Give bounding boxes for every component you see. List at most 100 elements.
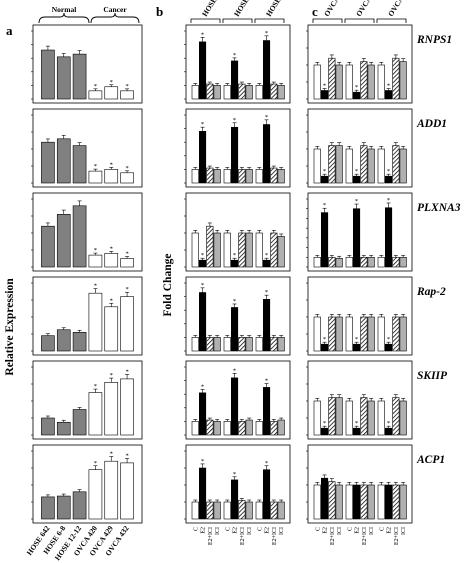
significance-star-c-add1-1-1: *: [355, 168, 358, 175]
bar-c-rap-2-ovca-420-e2-ici: [328, 316, 336, 352]
panel-label-c: c: [312, 4, 318, 19]
panel-a-frame-rnps1: [32, 24, 143, 104]
bar-b-acp1-hose-6-8-ici: [245, 501, 253, 520]
bar-c-rap-2-ovca-432-ici: [399, 316, 407, 352]
header-bracket-b-hose-12-12: [254, 18, 285, 23]
treatment-label-b-1-e2-ici: E2+ICI: [240, 527, 246, 545]
bar-b-add1-hose-642-e2-ici: [206, 167, 214, 184]
treatment-label-b-0-e2-ici: E2+ICI: [208, 527, 214, 545]
bar-c-plxna3-ovca-432-e2-ici: [392, 256, 400, 268]
bar-b-acp1-hose-12-12-ici: [277, 501, 285, 520]
bar-c-plxna3-ovca-429-c: [345, 256, 353, 268]
significance-star-a-rap-2-3: *: [94, 283, 97, 290]
bar-a-skiip-hose-642: [41, 417, 55, 436]
treatment-label-b-2-ici: ICI: [279, 527, 285, 535]
bar-c-plxna3-ovca-432-e2: [384, 207, 393, 268]
bar-b-rnps1-hose-12-12-e2-ici: [270, 83, 278, 100]
bar-b-skiip-hose-642-e2-ici: [206, 419, 214, 436]
significance-star-b-rap-2-2-1: *: [265, 289, 268, 296]
group-label-normal: Normal: [52, 5, 77, 14]
significance-star-b-skiip-0-1: *: [201, 383, 204, 390]
bar-c-plxna3-ovca-429-e2-ici: [360, 256, 368, 268]
treatment-label-c-1-c: C: [347, 527, 353, 531]
significance-star-c-rap-2-0-1: *: [323, 336, 326, 343]
significance-star-a-rnps1-4: *: [110, 79, 113, 86]
treatment-label-b-2-e2: E2: [265, 527, 271, 534]
significance-star-a-skiip-5: *: [125, 368, 128, 375]
bar-b-rnps1-hose-642-c: [191, 85, 199, 100]
panel-a-frame-acp1: [32, 444, 143, 524]
bar-c-add1-ovca-429-e2: [352, 175, 361, 184]
bar-b-rap-2-hose-6-8-ici: [245, 337, 253, 352]
brace-cancer: [90, 12, 140, 24]
bar-c-acp1-ovca-432-e2: [384, 484, 393, 520]
bar-b-rap-2-hose-12-12-ici: [277, 337, 285, 352]
panel-c-frame-rnps1: [307, 24, 413, 104]
significance-star-a-skiip-4: *: [110, 372, 113, 379]
panel-b-frame-acp1: [185, 444, 291, 524]
bar-b-skiip-hose-12-12-e2-ici: [270, 421, 278, 436]
bar-c-plxna3-ovca-420-e2-ici: [328, 256, 336, 268]
bar-c-rap-2-ovca-432-e2-ici: [392, 316, 400, 352]
y-axis-label-b: Fold Change: [162, 254, 174, 317]
header-b-hose-12-12: HOSE 12-12: [264, 0, 293, 18]
bar-c-add1-ovca-429-e2-ici: [360, 145, 368, 184]
bar-b-plxna3-hose-642-c: [191, 232, 199, 268]
bar-c-acp1-ovca-432-e2-ici: [392, 484, 400, 520]
bar-a-add1-ovca-432: [120, 172, 134, 184]
y-axis-label-a: Relative Expression: [4, 278, 16, 376]
treatment-label-b-2-c: C: [257, 527, 263, 531]
bar-c-acp1-ovca-429-e2: [352, 484, 361, 520]
bar-c-rap-2-ovca-420-e2: [320, 343, 329, 352]
bar-c-acp1-ovca-432-c: [377, 484, 385, 520]
significance-star-b-skiip-2-1: *: [265, 378, 268, 385]
bar-a-add1-ovca-420: [88, 170, 103, 184]
bar-c-rap-2-ovca-429-e2-ici: [360, 316, 368, 352]
bar-b-add1-hose-12-12-e2-ici: [270, 167, 278, 184]
header-c-ovca-429: OVCA 429: [354, 0, 380, 18]
significance-star-c-skiip-1-1: *: [355, 420, 358, 427]
bar-c-rnps1-ovca-429-e2-ici: [360, 61, 368, 100]
bar-b-add1-hose-642-ici: [213, 169, 221, 184]
panel-a-frame-rap-2: [32, 276, 143, 356]
significance-star-b-acp1-0-1: *: [201, 458, 204, 465]
chart-layer: * * * * * * * * * * * * * * * * * * Normal Cancer HOSE 642 HO…: [25, 0, 461, 562]
bar-b-rap-2-hose-12-12-e2: [262, 299, 271, 352]
header-c-ovca-420: OVCA 420: [322, 0, 348, 18]
bar-b-plxna3-hose-6-8-e2: [231, 259, 239, 268]
significance-star-c-plxna3-0-1: *: [323, 202, 326, 209]
bar-a-skiip-ovca-432: [120, 378, 134, 436]
bar-a-skiip-hose-12-12: [72, 409, 87, 436]
panel-c-frame-rap-2: [307, 276, 413, 356]
bar-b-add1-hose-12-12-e2: [262, 124, 271, 184]
panel-b-frame-plxna3: [185, 192, 291, 272]
bar-b-skiip-hose-6-8-c: [223, 421, 231, 436]
bar-c-rnps1-ovca-432-e2: [384, 90, 393, 100]
bar-a-plxna3-ovca-432: [120, 258, 134, 268]
bar-c-skiip-ovca-432-ici: [399, 400, 407, 436]
bar-b-skiip-hose-6-8-e2: [231, 377, 239, 436]
bar-c-plxna3-ovca-420-c: [313, 256, 321, 268]
bar-c-add1-ovca-432-ici: [399, 148, 407, 184]
panel-c-frame-add1: [307, 108, 413, 188]
bar-c-acp1-ovca-420-e2: [320, 477, 329, 520]
bar-a-rnps1-ovca-420: [88, 90, 103, 100]
bar-c-skiip-ovca-429-e2-ici: [360, 397, 368, 436]
bar-a-rap-2-ovca-420: [88, 292, 103, 352]
bar-b-plxna3-hose-12-12-e2: [262, 259, 271, 268]
bar-c-rap-2-ovca-420-c: [313, 316, 321, 352]
bar-c-rap-2-ovca-429-c: [345, 316, 353, 352]
panel-label-a: a: [6, 23, 13, 38]
bar-b-acp1-hose-642-e2: [199, 467, 207, 520]
bar-b-add1-hose-6-8-ici: [245, 169, 253, 184]
bar-b-skiip-hose-642-ici: [213, 421, 221, 436]
bar-b-plxna3-hose-642-e2-ici: [206, 225, 214, 268]
bar-b-plxna3-hose-6-8-ici: [245, 232, 253, 268]
significance-star-c-skiip-2-1: *: [387, 420, 390, 427]
significance-star-b-acp1-2-1: *: [265, 460, 268, 467]
header-c-ovca-432: OVCA 432: [386, 0, 412, 18]
bar-b-acp1-hose-6-8-e2: [231, 479, 239, 520]
significance-star-c-rnps1-2-1: *: [387, 83, 390, 90]
significance-star-a-plxna3-5: *: [125, 251, 128, 258]
bar-c-rnps1-ovca-429-e2: [352, 91, 361, 100]
